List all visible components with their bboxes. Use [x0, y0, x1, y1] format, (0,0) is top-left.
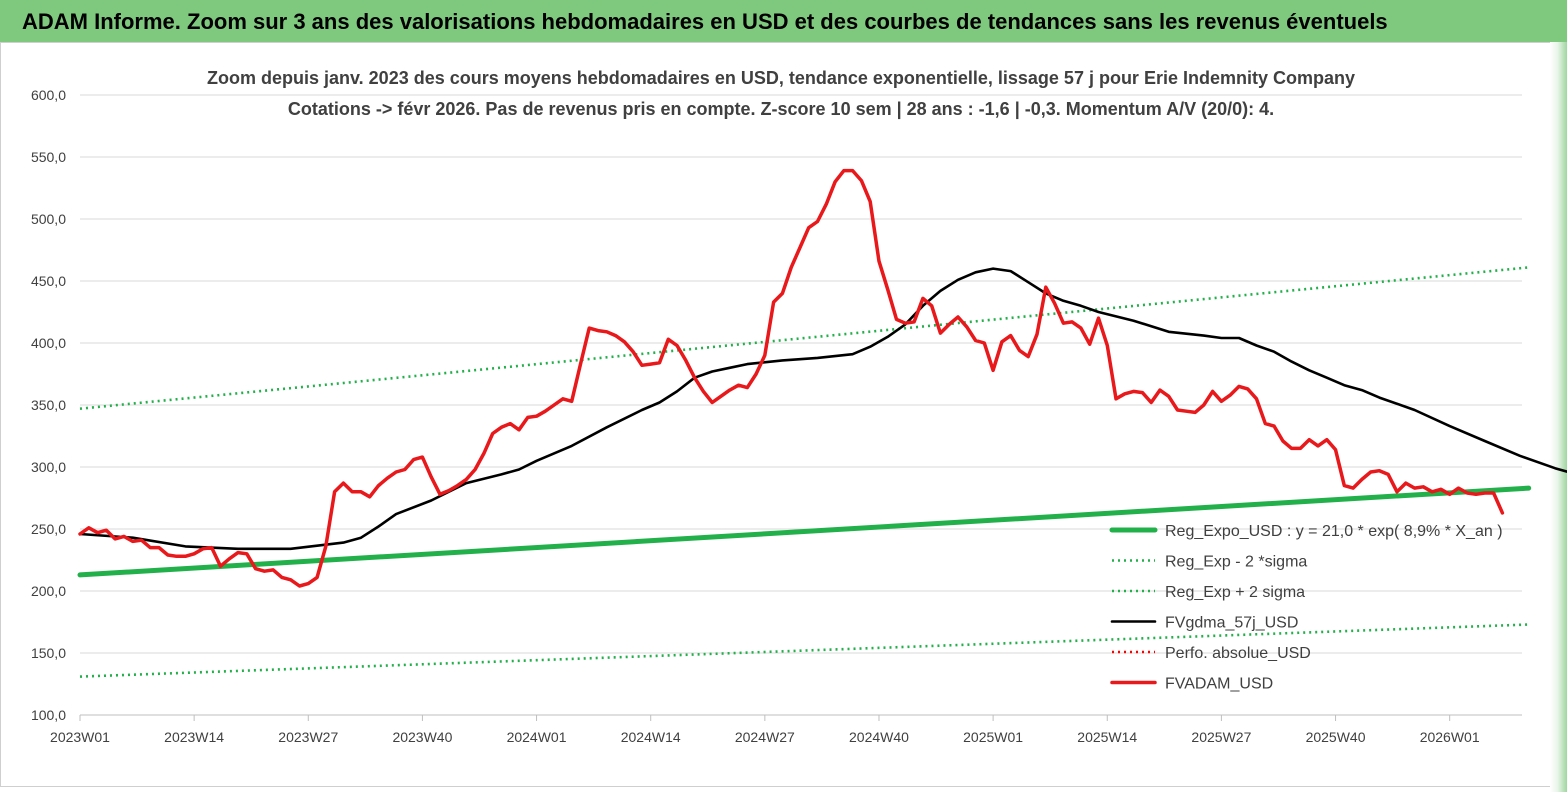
series-line-1 — [79, 623, 1529, 678]
series-line-5 — [78, 168, 1505, 588]
series-line-2 — [79, 266, 1529, 410]
y-tick-label: 100,0 — [31, 707, 66, 723]
x-tick-label: 2023W27 — [278, 729, 338, 745]
legend-label: Reg_Expo_USD : y = 21,0 * exp( 8,9% * X_… — [1165, 523, 1503, 540]
y-tick-label: 500,0 — [31, 211, 66, 227]
decorative-edge — [1550, 42, 1567, 792]
y-tick-label: 350,0 — [31, 397, 66, 413]
x-tick-label: 2025W27 — [1191, 729, 1251, 745]
legend-label: Reg_Exp + 2 sigma — [1165, 584, 1305, 601]
legend-label: FVADAM_USD — [1165, 676, 1273, 693]
x-tick-label: 2025W14 — [1077, 729, 1137, 745]
y-tick-label: 250,0 — [31, 521, 66, 537]
x-tick-label: 2023W01 — [50, 729, 110, 745]
axes: 100,0 150,0 200,0 250,0 300,0 350,0 400,0 450,0… — [31, 87, 1522, 745]
report-banner-title: ADAM Informe. Zoom sur 3 ans des valoris… — [0, 0, 1567, 42]
x-tick-label: 2024W27 — [735, 729, 795, 745]
y-tick-label: 450,0 — [31, 273, 66, 289]
legend-label: FVgdma_57j_USD — [1165, 615, 1298, 632]
y-tick-label: 400,0 — [31, 335, 66, 351]
x-tick-label: 2026W01 — [1420, 729, 1480, 745]
y-tick-label: 200,0 — [31, 583, 66, 599]
y-tick-label: 600,0 — [31, 87, 66, 103]
gridlines — [80, 94, 1522, 716]
y-tick-label: 300,0 — [31, 459, 66, 475]
x-tick-label: 2023W14 — [164, 729, 224, 745]
x-tick-label: 2024W01 — [507, 729, 567, 745]
series-line-3 — [78, 267, 1567, 551]
x-tick-label: 2025W01 — [963, 729, 1023, 745]
y-tick-label: 550,0 — [31, 149, 66, 165]
legend-label: Perfo. absolue_USD — [1165, 645, 1311, 662]
series-group — [77, 168, 1567, 678]
y-tick-label: 150,0 — [31, 645, 66, 661]
chart-title: Zoom depuis janv. 2023 des cours moyens … — [207, 68, 1355, 88]
x-tick-label: 2025W40 — [1306, 729, 1366, 745]
x-tick-label: 2024W40 — [849, 729, 909, 745]
legend: Reg_Expo_USD : y = 21,0 * exp( 8,9% * X_… — [1109, 523, 1503, 693]
x-tick-label: 2024W14 — [621, 729, 681, 745]
chart-subtitle: Cotations -> févr 2026. Pas de revenus p… — [288, 99, 1274, 119]
x-tick-label: 2023W40 — [392, 729, 452, 745]
legend-label: Reg_Exp - 2 *sigma — [1165, 554, 1307, 571]
